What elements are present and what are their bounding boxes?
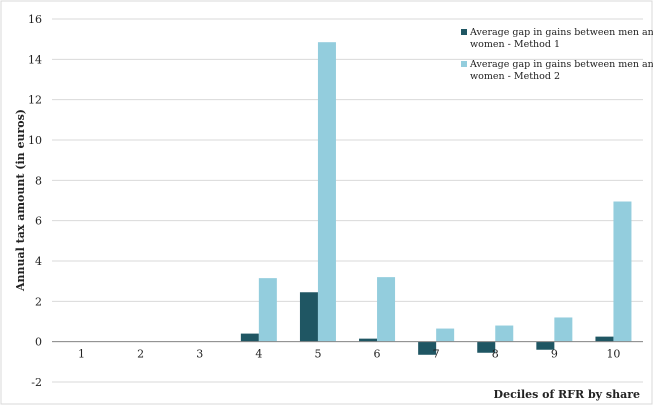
legend-swatch [461,61,467,67]
y-tick-label: 12 [28,94,42,107]
x-tick-label: 3 [196,348,203,361]
y-tick-label: 6 [35,215,42,228]
bar-series-1 [477,341,496,353]
y-tick-label: 8 [35,174,42,187]
bar-series-2 [554,317,573,342]
bars [240,42,632,355]
y-tick-label: 2 [35,295,42,308]
y-tick-label: 4 [35,255,42,268]
y-tick-label: 14 [28,53,42,66]
y-tick-labels: -2 0 2 4 6 8 10 12 14 16 [28,13,42,389]
y-axis-title: Annual tax amount (in euros) [14,109,27,292]
y-tick-label: -2 [31,376,42,389]
bar-series-2 [436,328,455,342]
x-tick-label: 5 [314,348,321,361]
x-tick-label: 1 [78,348,85,361]
x-tick-label: 7 [433,348,440,361]
bar-series-2 [317,42,336,342]
bar-series-2 [258,278,277,342]
y-tick-label: 10 [28,134,42,147]
x-tick-label: 4 [255,348,262,361]
y-tick-label: 16 [28,13,42,26]
legend-label: Average gap in gains between men and [469,27,653,38]
y-tick-label: 0 [35,336,42,349]
bar-series-2 [377,277,396,342]
x-tick-labels: 1 2 3 4 5 6 7 8 9 10 [78,348,620,361]
x-tick-label: 8 [492,348,499,361]
bar-series-1 [240,333,259,342]
x-tick-label: 10 [606,348,620,361]
legend-label: Average gap in gains between men and [469,59,653,70]
x-tick-label: 9 [551,348,558,361]
bar-series-1 [359,338,378,342]
bar-series-2 [613,201,632,342]
bar-series-2 [495,325,514,342]
x-tick-label: 6 [374,348,381,361]
bar-series-1 [299,292,318,342]
x-axis-title: Deciles of RFR by share [494,388,640,401]
legend: Average gap in gains between men andwome… [461,27,653,82]
legend-label: women - Method 2 [470,71,560,82]
legend-swatch [461,29,467,35]
bar-series-1 [418,341,437,355]
x-tick-label: 2 [137,348,144,361]
bar-series-1 [536,341,555,350]
bar-series-1 [595,336,614,342]
legend-label: women - Method 1 [470,39,560,50]
